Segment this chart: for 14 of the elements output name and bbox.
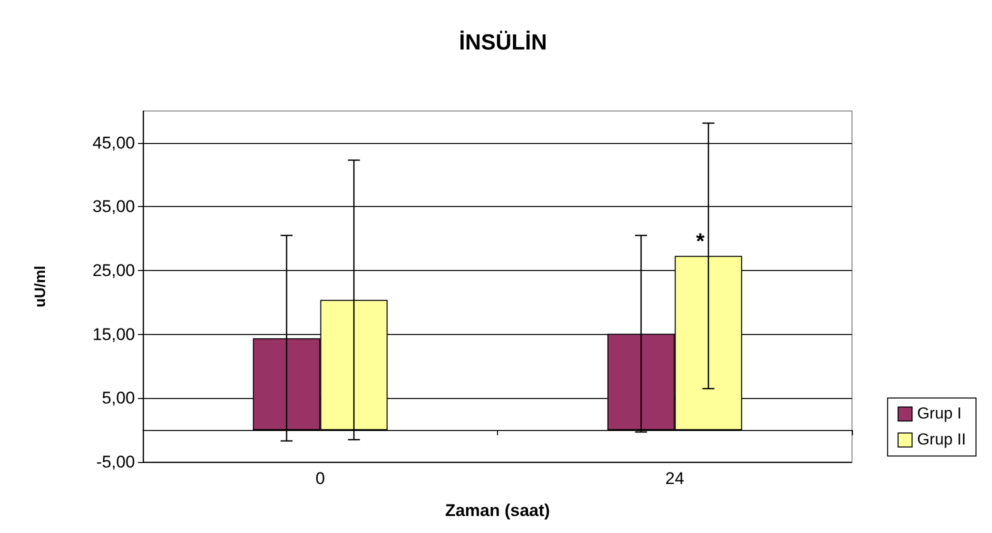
x-axis-title: Zaman (saat): [445, 501, 550, 520]
y-tick-label: 15,00: [92, 324, 135, 344]
legend-label: Grup I: [917, 406, 962, 422]
y-tick-label: 5,00: [102, 388, 135, 408]
annotation: *: [696, 228, 705, 254]
y-tick-label: 45,00: [92, 133, 135, 152]
legend-label: Grup II: [917, 432, 966, 448]
x-tick-label: 24: [665, 469, 684, 488]
chart-title: İNSÜLİN: [459, 30, 547, 54]
y-tick-label: 35,00: [92, 197, 135, 216]
x-tick-label: 0: [316, 469, 325, 488]
y-axis-title: uU/ml: [32, 266, 49, 308]
y-tick-label: 25,00: [92, 261, 135, 280]
y-tick-label: -5,00: [96, 452, 135, 472]
